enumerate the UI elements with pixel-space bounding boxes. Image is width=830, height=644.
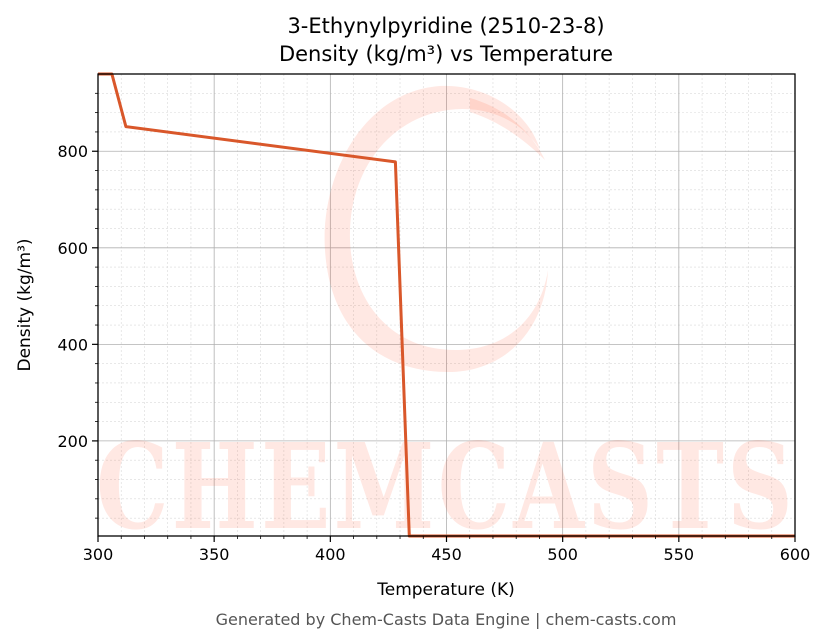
x-tick-label: 450 [431, 545, 462, 564]
y-tick-label: 400 [57, 335, 88, 354]
x-tick-label: 350 [199, 545, 230, 564]
x-tick-label: 300 [83, 545, 114, 564]
y-tick-label: 800 [57, 142, 88, 161]
y-tick-label: 600 [57, 239, 88, 258]
x-tick-label: 600 [780, 545, 811, 564]
x-tick-label: 500 [547, 545, 578, 564]
footer-credit: Generated by Chem-Casts Data Engine | ch… [216, 610, 677, 629]
y-tick-label: 200 [57, 432, 88, 451]
x-axis-label: Temperature (K) [376, 580, 515, 600]
chart-subtitle: Density (kg/m³) vs Temperature [279, 42, 613, 66]
x-tick-label: 550 [664, 545, 695, 564]
chart-title: 3-Ethynylpyridine (2510-23-8) [287, 14, 604, 38]
y-axis-ticks: 200 400 600 800 [57, 92, 98, 519]
x-tick-label: 400 [315, 545, 346, 564]
watermark-text: CHEMCASTS [96, 417, 796, 556]
watermark-swirl-logo [324, 85, 548, 373]
chemcasts-watermark: CHEMCASTS [96, 85, 796, 556]
x-axis-ticks: 300 350 400 450 500 550 600 [83, 536, 811, 564]
y-axis-label: Density (kg/m³) [15, 238, 35, 371]
